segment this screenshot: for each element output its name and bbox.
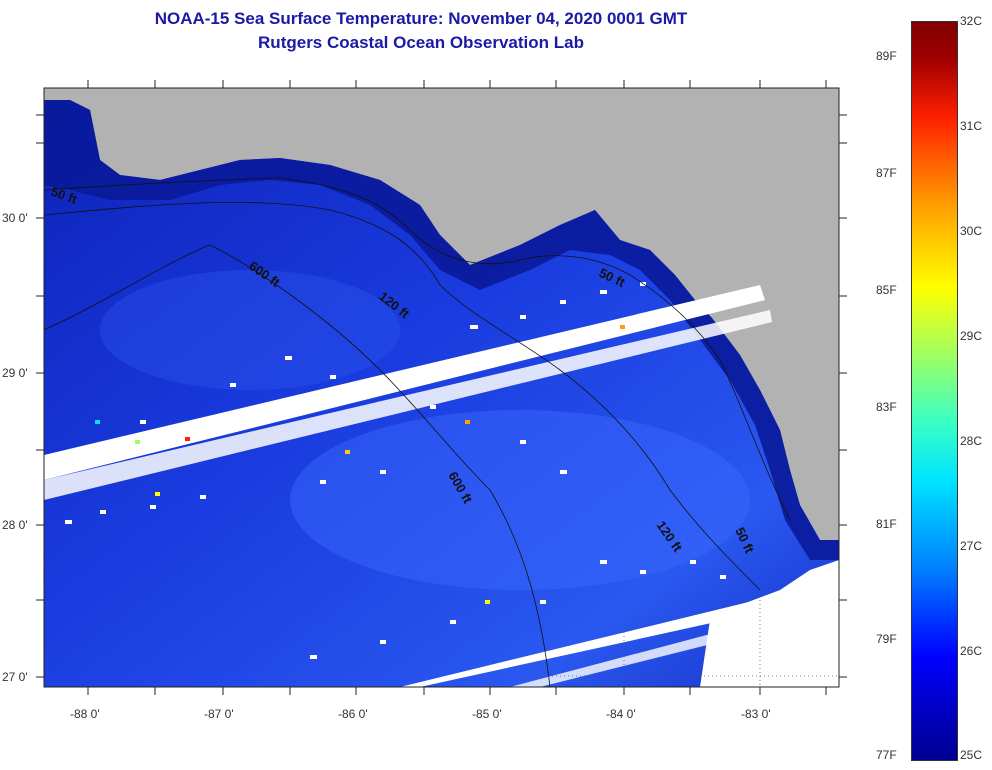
colorbar-fahrenheit-label: 81F — [876, 517, 897, 531]
depth-contours — [44, 177, 791, 687]
lon-label: -85 0' — [472, 707, 502, 721]
lon-label: -83 0' — [741, 707, 771, 721]
colorbar-celsius-label: 32C — [960, 14, 983, 28]
axis-ticks — [36, 80, 847, 695]
colorbar-celsius-label: 27C — [960, 539, 983, 553]
cloud-swath — [80, 300, 725, 462]
lat-label: 30 0' — [2, 211, 28, 225]
warm-water-patch — [100, 270, 400, 390]
colorbar-celsius-label: 28C — [960, 434, 983, 448]
colorbar-fahrenheit-label: 83F — [876, 400, 897, 414]
colorbar-celsius-label: 26C — [960, 644, 983, 658]
lon-label: -84 0' — [606, 707, 636, 721]
colorbar-fahrenheit-label: 79F — [876, 632, 897, 646]
cloud-swath — [510, 600, 839, 687]
title-line-1: NOAA-15 Sea Surface Temperature: Novembe… — [154, 9, 688, 28]
temperature-colorbar — [911, 21, 958, 761]
lat-label: 29 0' — [2, 366, 28, 380]
warm-water-patch — [290, 410, 750, 590]
lon-label: -86 0' — [338, 707, 368, 721]
cloud-swath — [400, 580, 839, 687]
cloud-specks — [65, 282, 726, 659]
lat-label: 28 0' — [2, 518, 28, 532]
colorbar-celsius-label: 31C — [960, 119, 983, 133]
lat-label: 27 0' — [2, 670, 28, 684]
colorbar-fahrenheit-label: 89F — [876, 49, 897, 63]
sst-map: 50 ft 600 ft 120 ft 50 ft 600 ft 120 ft … — [2, 80, 847, 721]
colorbar-celsius-label: 30C — [960, 224, 983, 238]
title-line-2: Rutgers Coastal Ocean Observation Lab — [258, 33, 584, 52]
cloud-swath — [44, 310, 772, 500]
colorbar-celsius-label: 25C — [960, 748, 983, 762]
colorbar-fahrenheit-label: 77F — [876, 748, 897, 762]
lon-label: -87 0' — [204, 707, 234, 721]
colorbar-fahrenheit-label: 85F — [876, 283, 897, 297]
grid-dotted — [540, 600, 839, 687]
colorbar-celsius-label: 29C — [960, 329, 983, 343]
land-mass — [44, 88, 839, 540]
colorbar-fahrenheit-label: 87F — [876, 166, 897, 180]
lon-label: -88 0' — [70, 707, 100, 721]
warm-pixel-specks — [95, 325, 625, 604]
map-frame — [43, 87, 840, 688]
